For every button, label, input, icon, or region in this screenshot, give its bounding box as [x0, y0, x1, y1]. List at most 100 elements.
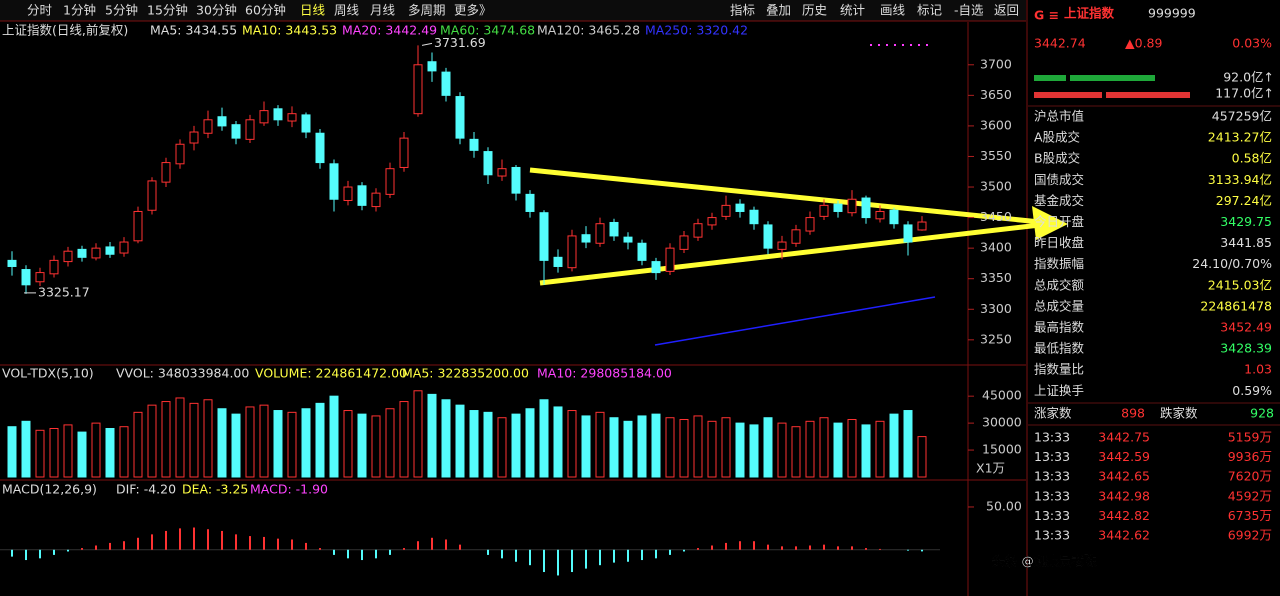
change: ▲0.89 — [1125, 36, 1162, 51]
tick-price: 3442.82 — [1098, 508, 1150, 523]
volume-bar — [105, 428, 115, 478]
volume-bar — [819, 417, 829, 478]
tick-price: 3442.98 — [1098, 488, 1150, 503]
volume-bar — [875, 420, 885, 478]
stat-value: 3441.85 — [1220, 235, 1272, 250]
candle-body — [441, 71, 451, 96]
stat-label: 国债成交 — [1034, 172, 1084, 187]
candle-body — [77, 248, 87, 258]
volume-bar — [49, 428, 59, 478]
candle-body — [805, 217, 815, 232]
volume-bar — [63, 424, 73, 478]
candle-body — [119, 241, 129, 254]
candle-body — [189, 131, 199, 144]
candle-body — [609, 221, 619, 237]
volume-bar — [133, 411, 143, 478]
trend-line — [539, 222, 1041, 286]
volume-bar — [917, 436, 927, 478]
volume-bar — [889, 413, 899, 478]
tool-button[interactable]: -自选 — [954, 3, 984, 18]
icon: G ≡ — [1034, 8, 1059, 23]
arrow-head — [1032, 206, 1068, 240]
indicator-label: MA5: 3434.55 — [150, 23, 237, 38]
volume-bar — [455, 404, 465, 478]
candle-body — [273, 108, 283, 121]
candle-body — [385, 168, 395, 195]
tool-button[interactable]: 返回 — [994, 3, 1019, 18]
flow-bar — [1034, 75, 1066, 81]
volume-bar — [77, 431, 87, 478]
y-tick-label: 3700 — [980, 56, 1012, 71]
candle-body — [567, 235, 577, 269]
y-tick-label: 3400 — [980, 240, 1012, 255]
candle-body — [133, 210, 143, 242]
count-value: 898 — [1121, 406, 1145, 421]
tool-button[interactable]: 指标 — [730, 3, 755, 18]
volume-bar — [777, 422, 787, 478]
stat-value: 0.58亿 — [1232, 151, 1272, 166]
candle-body — [623, 236, 633, 243]
count-label: 跌家数 — [1160, 406, 1198, 421]
volume-bar — [623, 420, 633, 478]
tab[interactable]: 分时 — [27, 3, 53, 18]
toolbar — [0, 0, 1026, 21]
tab[interactable]: 5分钟 — [105, 3, 138, 18]
candle-body — [889, 209, 899, 225]
candle-body — [497, 168, 507, 177]
volume-bar — [553, 406, 563, 478]
tick-price: 3442.59 — [1098, 449, 1150, 464]
tab[interactable]: 更多》 — [454, 3, 492, 18]
tick-time: 13:33 — [1034, 528, 1070, 543]
tool-button[interactable]: 画线 — [880, 3, 906, 18]
tick-volume: 5159万 — [1228, 430, 1272, 445]
tool-button[interactable]: 叠加 — [766, 3, 791, 18]
tick-time: 13:33 — [1034, 469, 1070, 484]
tool-button[interactable]: 统计 — [840, 3, 865, 18]
price: 3442.74 — [1034, 36, 1086, 51]
candle-body — [749, 209, 759, 225]
stat-value: 24.10/0.70% — [1192, 256, 1272, 271]
stat-label: A股成交 — [1034, 130, 1080, 145]
high-pointer — [421, 42, 433, 46]
y-tick-label: 3350 — [980, 270, 1012, 285]
volume-bar — [903, 410, 913, 478]
y-tick-label: 50.00 — [986, 498, 1022, 513]
tab[interactable]: 60分钟 — [245, 3, 286, 18]
tab[interactable]: 日线 — [300, 3, 326, 18]
indicator-label: VOL-TDX(5,10) — [2, 366, 94, 381]
tab[interactable]: 1分钟 — [63, 3, 96, 18]
volume-bar — [385, 408, 395, 478]
volume-bar — [7, 426, 17, 478]
tab[interactable]: 周线 — [334, 3, 360, 18]
indicator-label: MA5: 322835200.00 — [402, 366, 529, 381]
tick-volume: 6735万 — [1228, 508, 1272, 523]
flow-bar — [1034, 92, 1102, 98]
candle-body — [483, 151, 493, 176]
volume-bar — [35, 429, 45, 478]
tool-button[interactable]: 标记 — [917, 3, 943, 18]
volume-bar — [371, 415, 381, 478]
candle-body — [469, 138, 479, 151]
tab[interactable]: 月线 — [370, 3, 396, 18]
candle-body — [651, 261, 661, 274]
stat-value: 457259亿 — [1212, 109, 1272, 124]
volume-bar — [175, 397, 185, 478]
stat-label: 今日开盘 — [1034, 214, 1084, 229]
candle-body — [203, 119, 213, 134]
volume-bar — [651, 413, 661, 478]
tab[interactable]: 30分钟 — [196, 3, 237, 18]
candle-body — [301, 114, 311, 133]
watermark: 头条 @观察员老陈 — [992, 554, 1097, 569]
tick-volume: 6992万 — [1228, 528, 1272, 543]
tab[interactable]: 多周期 — [408, 3, 446, 18]
candle-body — [707, 217, 717, 226]
indicator-label: MA120: 3465.28 — [537, 23, 640, 38]
stat-label: B股成交 — [1034, 151, 1080, 166]
volume-bar — [679, 419, 689, 478]
candle-body — [861, 197, 871, 219]
tab[interactable]: 15分钟 — [147, 3, 188, 18]
tool-button[interactable]: 历史 — [802, 3, 828, 18]
index-code: 999999 — [1148, 6, 1196, 21]
candle-body — [105, 246, 115, 255]
